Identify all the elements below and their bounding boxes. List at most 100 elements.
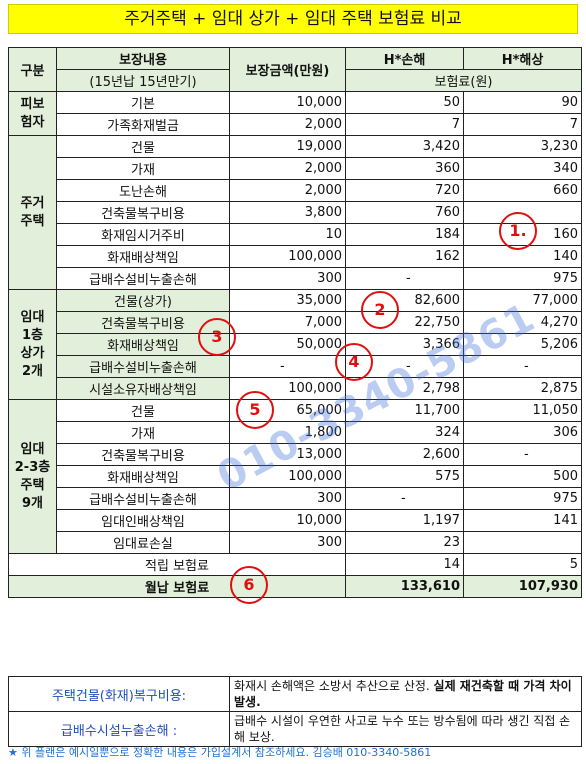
table-row: 건축물복구비용 3,800 760: [9, 201, 582, 224]
group-label-line: 상가: [20, 345, 45, 361]
premium-h1: 50: [345, 91, 464, 114]
group-label-line: 2개: [21, 363, 43, 379]
coverage-amount: 3,800: [229, 201, 346, 224]
premium-h2: 340: [463, 157, 582, 180]
coverage-item: 건축물복구비용: [56, 443, 230, 466]
coverage-item: 가족화재벌금: [56, 113, 230, 136]
col-header-coverage: 보장내용: [56, 47, 230, 70]
note-row: 주택건물(화재)복구비용: 화재시 손해액은 소방서 추산으로 산정. 실제 재…: [8, 676, 582, 712]
note-text-plain: 화재시 손해액은 소방서 추산으로 산정.: [234, 679, 430, 693]
premium-h1: 2,600: [345, 443, 464, 466]
coverage-item: 건물(상가): [56, 289, 230, 312]
table-row: 도난손해 2,000 720 660: [9, 179, 582, 202]
footer-note: ★ 위 플랜은 예시일뿐으로 정확한 내용은 가입설계서 참조하세요. 김승배 …: [8, 746, 432, 759]
col-header-premium-unit: 보험료(원): [345, 69, 582, 92]
table-row: 급배수설비누출손해 300 - 975: [9, 267, 582, 290]
coverage-item: 임대인배상책임: [56, 509, 230, 532]
premium-h2: 975: [463, 487, 582, 510]
group-label-line: 2-3층: [14, 459, 51, 475]
note-text: 화재시 손해액은 소방서 추산으로 산정. 실제 재건축할 때 가격 차이 발생…: [229, 676, 582, 712]
premium-h1: 3,420: [345, 135, 464, 158]
coverage-item: 임대료손실: [56, 531, 230, 554]
note-text-plain: 급배수 시설이 우연한 사고로 누수 또는 방수됨에 따라 생긴 직접 손해 보…: [234, 714, 571, 744]
saving-premium-label: 적립 보험료: [8, 553, 346, 576]
coverage-item: 가재: [56, 157, 230, 180]
coverage-item: 화재배상책임: [56, 245, 230, 268]
group-label-line: 험자: [20, 114, 45, 130]
group-label-line: 임대: [20, 309, 45, 325]
coverage-amount: 10: [229, 223, 346, 246]
coverage-item: 화재배상책임: [56, 333, 230, 356]
col-header-h1: H*손해: [345, 47, 464, 70]
monthly-premium-row: 월납 보험료 133,610 107,930: [8, 575, 582, 598]
coverage-item: 급배수설비누출손해: [56, 267, 230, 290]
saving-premium-row: 적립 보험료 14 5: [8, 553, 582, 576]
note-label: 급배수시설누출손해 :: [8, 711, 230, 747]
coverage-amount: 2,000: [229, 157, 346, 180]
group-label-line: 피보: [20, 96, 45, 112]
premium-h1: -: [345, 267, 464, 290]
premium-h2: 7: [463, 113, 582, 136]
table-row: 건축물복구비용 7,000 22,750 4,270: [9, 311, 582, 334]
table-row: 임대료손실 300 23: [9, 531, 582, 554]
coverage-amount: 35,000: [229, 289, 346, 312]
page-title: 주거주택 + 임대 상가 + 임대 주택 보험료 비교: [8, 4, 578, 34]
coverage-amount: 2,000: [229, 179, 346, 202]
premium-table: 구분 보장내용 보장금액(만원) H*손해 H*해상 (15년납 15년만기) …: [8, 47, 582, 598]
table-row: 화재배상책임 100,000 575 500: [9, 465, 582, 488]
annotation-marker-5: 5: [236, 391, 274, 429]
table-row: 주거 주택 건물 19,000 3,420 3,230: [8, 135, 582, 290]
premium-h1: 2,798: [345, 377, 464, 400]
premium-h2: 3,230: [463, 135, 582, 158]
annotation-marker-4: 4: [335, 343, 373, 381]
premium-h2: 11,050: [463, 399, 582, 422]
annotation-marker-2: 2: [361, 291, 399, 329]
notes-table: 주택건물(화재)복구비용: 화재시 손해액은 소방서 추산으로 산정. 실제 재…: [8, 676, 582, 747]
coverage-item: 화재임시거주비: [56, 223, 230, 246]
monthly-premium-label: 월납 보험료: [8, 575, 346, 598]
table-row: 가재 2,000 360 340: [9, 157, 582, 180]
coverage-item: 기본: [56, 91, 230, 114]
table-row: 가족화재벌금 2,000 7 7: [9, 113, 582, 136]
premium-h2: [463, 531, 582, 554]
note-text: 급배수 시설이 우연한 사고로 누수 또는 방수됨에 따라 생긴 직접 손해 보…: [229, 711, 582, 747]
premium-h1: 23: [345, 531, 464, 554]
coverage-amount: 10,000: [229, 509, 346, 532]
coverage-amount: 13,000: [229, 443, 346, 466]
premium-h2: 500: [463, 465, 582, 488]
group-label: 주거 주택: [8, 135, 57, 290]
saving-premium-h1: 14: [345, 553, 464, 576]
coverage-amount: 300: [229, 487, 346, 510]
coverage-amount: 50,000: [229, 333, 346, 356]
col-header-h2: H*해상: [463, 47, 582, 70]
monthly-premium-h2: 107,930: [463, 575, 582, 598]
group-label: 임대 1층 상가 2개: [8, 289, 57, 400]
group-label: 피보 험자: [8, 91, 57, 136]
group-label-line: 주택: [20, 477, 45, 493]
premium-h2: 306: [463, 421, 582, 444]
table-row: 건축물복구비용 13,000 2,600 -: [9, 443, 582, 466]
coverage-item: 급배수설비누출손해: [56, 487, 230, 510]
coverage-amount: 100,000: [229, 245, 346, 268]
premium-h2: 90: [463, 91, 582, 114]
coverage-item: 건물: [56, 135, 230, 158]
premium-h2: 141: [463, 509, 582, 532]
coverage-item: 건축물복구비용: [56, 311, 230, 334]
note-label: 주택건물(화재)복구비용:: [8, 676, 230, 712]
premium-h1: 1,197: [345, 509, 464, 532]
coverage-amount: 10,000: [229, 91, 346, 114]
table-row: 임대인배상책임 10,000 1,197 141: [9, 509, 582, 532]
group-label: 임대 2-3층 주택 9개: [8, 399, 57, 554]
annotation-marker-1: 1.: [499, 212, 537, 250]
premium-h1: 360: [345, 157, 464, 180]
coverage-item: 가재: [56, 421, 230, 444]
col-header-group: 구분: [8, 47, 57, 92]
note-text-bold: 실제 재건축할 때 가격 차이 발생.: [234, 679, 572, 709]
note-row: 급배수시설누출손해 : 급배수 시설이 우연한 사고로 누수 또는 방수됨에 따…: [8, 711, 582, 747]
premium-h2: 660: [463, 179, 582, 202]
coverage-item: 건축물복구비용: [56, 201, 230, 224]
premium-h1: 760: [345, 201, 464, 224]
coverage-item: 시설소유자배상책임: [56, 377, 230, 400]
premium-h2: 2,875: [463, 377, 582, 400]
group-label-line: 주거: [20, 195, 45, 211]
